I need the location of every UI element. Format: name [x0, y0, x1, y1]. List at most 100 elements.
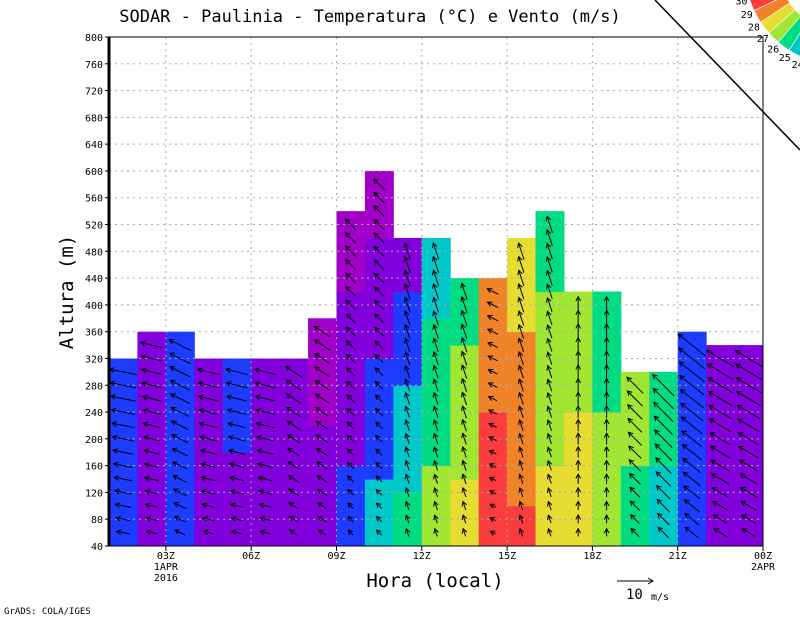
temperature-cell	[308, 371, 337, 386]
temperature-cell	[677, 479, 707, 493]
temperature-cell	[251, 358, 281, 373]
wind-arrow-head	[489, 503, 496, 509]
temperature-cell	[535, 318, 565, 333]
wind-arrow	[375, 461, 383, 470]
wind-arrow	[432, 282, 439, 300]
wind-arrow-shaft	[404, 310, 411, 326]
wind-arrow-shaft	[318, 529, 327, 536]
wind-arrow-shaft	[711, 473, 730, 485]
wind-arrow-head	[287, 474, 294, 481]
y-tick-label: 560	[85, 194, 103, 205]
temperature-cell	[535, 438, 565, 453]
wind-arrow	[170, 406, 190, 417]
wind-arrow-head	[432, 296, 438, 303]
wind-arrow-shaft	[229, 476, 245, 482]
wind-arrow-head	[373, 259, 380, 265]
wind-arrow-shaft	[546, 297, 553, 313]
temperature-cell	[649, 398, 679, 413]
temperature-cell	[535, 211, 565, 226]
wind-arrow-head	[737, 418, 743, 424]
temperature-cell	[109, 519, 138, 534]
wind-arrow-shaft	[144, 463, 159, 468]
wind-arrow-shaft	[518, 270, 525, 287]
temperature-cell	[706, 479, 736, 493]
wind-arrow	[517, 323, 525, 339]
wind-arrow-shaft	[547, 392, 553, 405]
temperature-cell	[364, 358, 394, 373]
wind-arrow-head	[575, 486, 582, 493]
wind-arrow	[711, 500, 729, 511]
wind-arrow	[629, 514, 640, 524]
wind-arrow-shaft	[684, 499, 700, 513]
wind-arrow	[110, 407, 136, 415]
wind-arrow	[253, 367, 277, 376]
temperature-cell	[364, 211, 394, 226]
wind-arrow-head	[517, 242, 523, 249]
temperature-cell	[251, 425, 281, 440]
wind-arrow-shaft	[375, 435, 383, 443]
wind-arrow	[111, 421, 135, 429]
wind-arrow	[344, 245, 357, 257]
temperature-cell	[137, 398, 167, 413]
wind-arrow-shaft	[317, 516, 327, 523]
wind-arrow-head	[546, 405, 552, 412]
temperature-cell	[222, 532, 252, 547]
wind-arrow-head	[603, 295, 610, 302]
vector-key-arrowhead	[647, 577, 654, 585]
wind-arrow-shaft	[170, 380, 190, 391]
wind-arrow	[708, 404, 732, 420]
temperature-cell	[393, 452, 423, 467]
temperature-cell	[450, 331, 480, 346]
wind-arrow	[489, 530, 496, 536]
wind-arrow-shaft	[346, 353, 356, 364]
wind-arrow	[226, 394, 247, 402]
temperature-cell	[734, 345, 764, 359]
temperature-cell	[592, 505, 622, 520]
wind-arrow-shaft	[487, 315, 499, 322]
temperature-cell	[137, 371, 167, 386]
wind-arrow-head	[256, 462, 263, 468]
wind-arrow-head	[373, 286, 380, 292]
temperature-cell	[706, 532, 736, 547]
temperature-cell	[649, 438, 679, 453]
wind-arrow-shaft	[489, 490, 497, 495]
wind-arrow-head	[741, 528, 748, 534]
wind-arrow-head	[171, 434, 178, 440]
wind-arrow	[627, 417, 643, 433]
temperature-cell	[421, 345, 451, 359]
wind-arrow-shaft	[433, 460, 439, 471]
wind-arrow	[575, 418, 582, 432]
wind-arrow-shaft	[144, 476, 159, 482]
wind-arrow-shaft	[200, 463, 217, 469]
temperature-cell	[279, 452, 309, 467]
wind-arrow	[489, 517, 496, 523]
wind-arrow	[345, 312, 356, 324]
wind-arrow-head	[373, 272, 380, 279]
temperature-cell	[620, 398, 650, 413]
wind-arrow	[287, 488, 300, 497]
wind-arrow	[684, 512, 700, 526]
wind-arrow	[710, 459, 730, 472]
wind-arrow-head	[258, 502, 265, 509]
wind-arrow-head	[575, 432, 582, 438]
temperature-cell	[336, 331, 366, 346]
wind-arrow-head	[432, 337, 438, 344]
wind-arrow-head	[518, 500, 524, 507]
temperature-cell	[364, 170, 394, 185]
wind-arrow-head	[346, 421, 353, 427]
wind-arrow-shaft	[110, 395, 136, 402]
temperature-cell	[109, 385, 138, 400]
wind-arrow-shaft	[201, 476, 216, 482]
wind-arrow	[603, 514, 610, 524]
wind-arrow-shaft	[404, 242, 411, 260]
wind-arrow	[288, 515, 299, 523]
wind-arrow	[373, 286, 385, 297]
wind-arrow	[142, 421, 161, 429]
wind-arrow-head	[404, 486, 411, 493]
x-tick-label: 15Z	[498, 551, 516, 562]
temperature-cell	[563, 532, 593, 547]
wind-arrow-head	[575, 459, 582, 466]
wind-arrow	[487, 355, 498, 362]
temperature-cell	[336, 345, 366, 359]
wind-arrow	[169, 379, 190, 391]
